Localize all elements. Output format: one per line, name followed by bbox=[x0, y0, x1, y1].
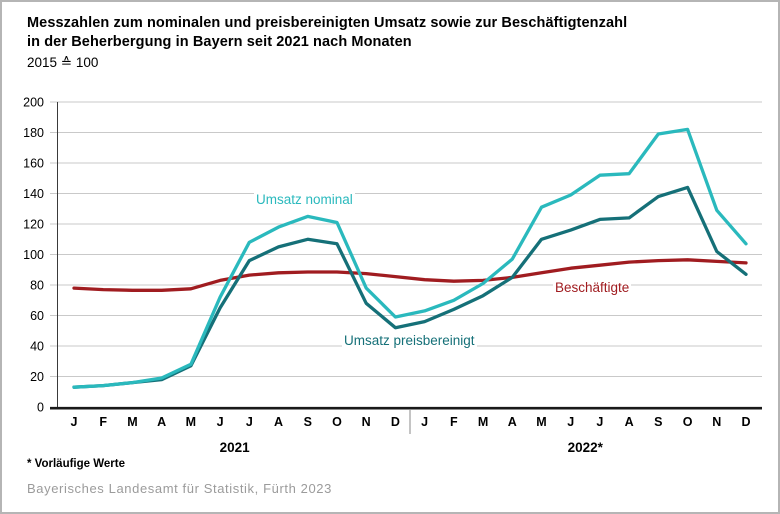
series-label-beschaeftigte: Beschäftigte bbox=[553, 280, 632, 295]
y-axis-tick-label: 180 bbox=[23, 126, 44, 140]
y-axis-tick-label: 160 bbox=[23, 157, 44, 171]
x-axis-month-label: M bbox=[186, 415, 196, 429]
x-axis-month-label: A bbox=[274, 415, 283, 429]
y-axis-tick-label: 20 bbox=[30, 370, 44, 384]
x-axis-month-label: J bbox=[596, 415, 603, 429]
chart-subtitle: 2015 ≙ 100 bbox=[27, 55, 99, 71]
x-axis-month-label: M bbox=[478, 415, 488, 429]
x-axis-month-label: N bbox=[712, 415, 721, 429]
title-block: Messzahlen zum nominalen und preisberein… bbox=[27, 14, 757, 71]
x-axis-month-label: O bbox=[683, 415, 693, 429]
y-axis-tick-label: 0 bbox=[37, 401, 44, 415]
x-axis-year-label: 2022* bbox=[568, 440, 604, 455]
series-line-beschaeftigte bbox=[72, 258, 748, 292]
y-axis-tick-label: 100 bbox=[23, 248, 44, 262]
series-line-umsatz-nominal bbox=[72, 127, 748, 389]
x-axis-year-label: 2021 bbox=[220, 440, 251, 455]
chart-title-line1: Messzahlen zum nominalen und preisberein… bbox=[27, 15, 628, 31]
x-axis-month-label: D bbox=[741, 415, 750, 429]
x-axis-month-label: A bbox=[625, 415, 634, 429]
x-axis-month-label: J bbox=[421, 415, 428, 429]
series-line-umsatz-preisbereinigt bbox=[72, 185, 748, 389]
x-axis-month-label: M bbox=[127, 415, 137, 429]
y-axis-tick-label: 40 bbox=[30, 340, 44, 354]
x-axis-month-label: O bbox=[332, 415, 342, 429]
y-axis-tick-label: 60 bbox=[30, 309, 44, 323]
y-axis-tick-label: 80 bbox=[30, 279, 44, 293]
y-axis-tick-label: 120 bbox=[23, 218, 44, 232]
x-axis-month-label: F bbox=[99, 415, 107, 429]
x-axis-month-label: J bbox=[217, 415, 224, 429]
x-axis-month-label: S bbox=[304, 415, 312, 429]
y-axis-tick-label: 200 bbox=[23, 96, 44, 110]
x-axis-month-label: J bbox=[567, 415, 574, 429]
x-axis-month-label: F bbox=[450, 415, 458, 429]
x-axis-month-label: S bbox=[654, 415, 662, 429]
series-label-umsatz-nominal: Umsatz nominal bbox=[254, 192, 355, 207]
x-axis-month-label: A bbox=[157, 415, 166, 429]
series-label-umsatz-preisbereinigt: Umsatz preisbereinigt bbox=[342, 333, 477, 348]
x-axis-month-label: A bbox=[508, 415, 517, 429]
x-axis-month-label: J bbox=[71, 415, 78, 429]
y-axis-tick-label: 140 bbox=[23, 187, 44, 201]
footnote: * Vorläufige Werte bbox=[27, 458, 125, 470]
chart-title-line2: in der Beherbergung in Bayern seit 2021 … bbox=[27, 34, 412, 51]
x-axis-month-label: D bbox=[391, 415, 400, 429]
x-axis-month-label: N bbox=[362, 415, 371, 429]
source-attribution: Bayerisches Landesamt für Statistik, Für… bbox=[27, 481, 332, 496]
x-axis-month-label: M bbox=[536, 415, 546, 429]
x-axis-month-label: J bbox=[246, 415, 253, 429]
